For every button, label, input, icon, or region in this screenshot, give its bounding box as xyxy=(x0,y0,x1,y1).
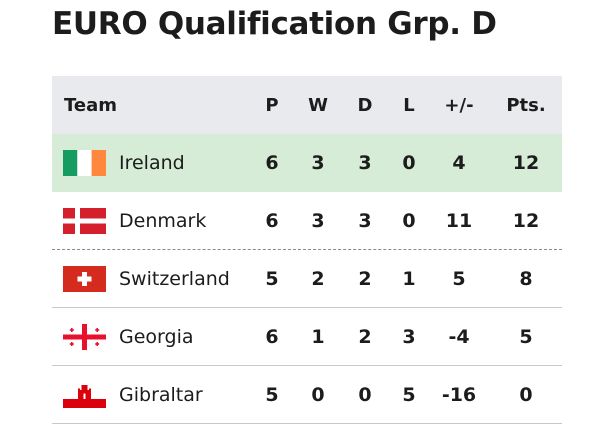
table-header: Team P W D L +/- Pts. xyxy=(52,76,562,134)
won-value: 2 xyxy=(311,267,325,290)
table-row: Georgia 6 1 2 3 -4 5 xyxy=(52,308,562,366)
team-name: Gibraltar xyxy=(119,383,203,406)
column-header-goal-diff: +/- xyxy=(444,94,474,116)
lost-value: 0 xyxy=(402,152,416,174)
played-value: 5 xyxy=(265,267,279,290)
drawn-value: 0 xyxy=(358,383,372,406)
table-row: Gibraltar 5 0 0 5 -16 0 xyxy=(52,366,562,424)
denmark-flag-icon xyxy=(63,208,106,234)
column-header-points: Pts. xyxy=(506,94,546,116)
gibraltar-flag-icon xyxy=(63,382,106,408)
column-header-won: W xyxy=(308,94,328,116)
table-row: Denmark 6 3 3 0 11 12 xyxy=(52,192,562,250)
ireland-flag-icon xyxy=(63,150,106,176)
column-header-lost: L xyxy=(403,94,415,116)
column-header-drawn: D xyxy=(357,94,373,116)
played-value: 5 xyxy=(265,383,279,406)
drawn-value: 2 xyxy=(358,267,372,290)
team-name: Denmark xyxy=(119,209,207,232)
drawn-value: 2 xyxy=(358,325,372,348)
won-value: 3 xyxy=(311,209,325,232)
lost-value: 3 xyxy=(402,325,416,348)
column-header-played: P xyxy=(265,94,279,116)
points-value: 5 xyxy=(519,325,533,348)
won-value: 1 xyxy=(311,325,325,348)
table-row: Switzerland 5 2 2 1 5 8 xyxy=(52,250,562,308)
goal-diff-value: 5 xyxy=(452,267,466,290)
lost-value: 1 xyxy=(402,267,416,290)
goal-diff-value: 11 xyxy=(445,209,473,232)
switzerland-flag-icon xyxy=(63,266,106,292)
points-value: 8 xyxy=(519,267,533,290)
goal-diff-value: -4 xyxy=(448,325,470,348)
won-value: 3 xyxy=(311,152,325,174)
column-header-team: Team xyxy=(64,94,117,116)
points-value: 12 xyxy=(512,209,540,232)
lost-value: 5 xyxy=(402,383,416,406)
drawn-value: 3 xyxy=(358,152,372,174)
table-row: Ireland 6 3 3 0 4 12 xyxy=(52,134,562,192)
points-value: 0 xyxy=(519,383,533,406)
played-value: 6 xyxy=(265,152,279,174)
played-value: 6 xyxy=(265,325,279,348)
goal-diff-value: -16 xyxy=(441,383,477,406)
won-value: 0 xyxy=(311,383,325,406)
played-value: 6 xyxy=(265,209,279,232)
lost-value: 0 xyxy=(402,209,416,232)
georgia-flag-icon xyxy=(63,324,106,350)
page-title: EURO Qualification Grp. D xyxy=(52,6,497,42)
team-name: Georgia xyxy=(119,325,194,348)
points-value: 12 xyxy=(512,152,540,174)
team-name: Ireland xyxy=(119,152,185,174)
goal-diff-value: 4 xyxy=(452,152,466,174)
drawn-value: 3 xyxy=(358,209,372,232)
standings-table: Team P W D L +/- Pts. Ireland 6 3 3 0 4 … xyxy=(52,76,562,424)
team-name: Switzerland xyxy=(119,267,230,290)
